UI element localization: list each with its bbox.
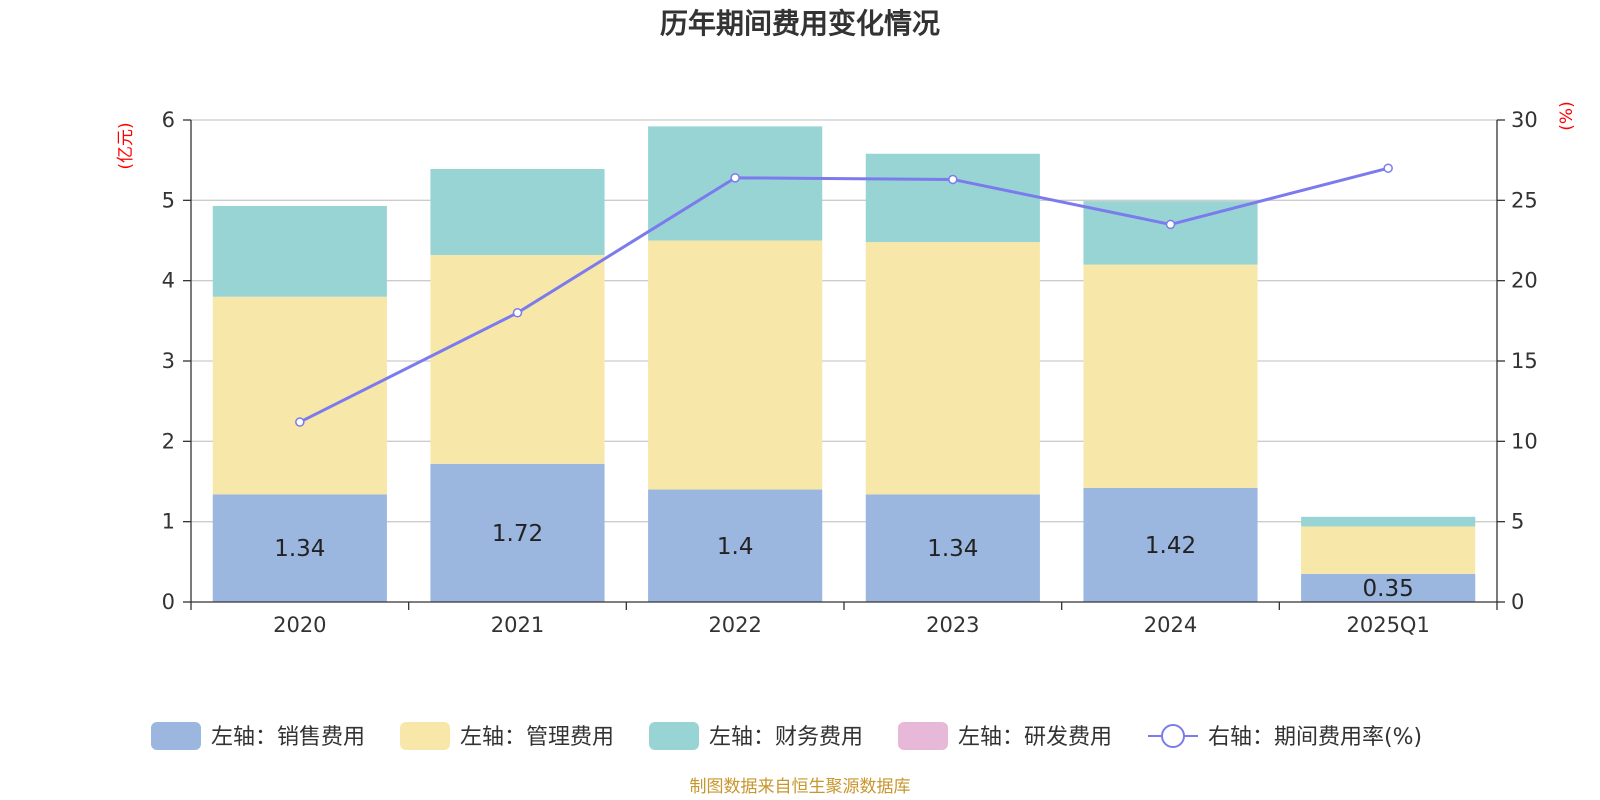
left-axis-tick-label: 6	[162, 108, 175, 132]
bar-segment	[865, 494, 1040, 602]
legend-swatch-sales	[151, 722, 201, 750]
legend-label-rnd: 左轴：研发费用	[958, 725, 1112, 750]
left-axis-tick-label: 5	[162, 188, 175, 212]
bars	[212, 126, 1476, 602]
bar-value-label: 1.4	[717, 534, 754, 560]
left-axis-tick-label: 4	[162, 269, 175, 293]
left-axis-tick-label: 2	[162, 429, 175, 453]
bar-segment	[430, 169, 605, 255]
right-axis-tick-label: 15	[1511, 349, 1538, 373]
bar-segment	[430, 463, 605, 602]
right-axis-tick-label: 0	[1511, 590, 1524, 614]
right-axis-tick-label: 30	[1511, 108, 1538, 132]
legend-label-rate: 右轴：期间费用率(%)	[1208, 725, 1422, 750]
rate-line-series	[295, 163, 1393, 427]
bar-segment	[1301, 526, 1476, 574]
rate-point	[295, 417, 305, 427]
bar-segment	[1301, 516, 1476, 527]
rate-line	[299, 166, 1389, 424]
left-axis-tick-label: 0	[162, 590, 175, 614]
x-axis-tick-label: 2020	[273, 613, 326, 637]
x-axis: 2020 2021 2022 2023 2024 2025Q1	[190, 601, 1498, 637]
bar-segment	[648, 240, 823, 490]
right-axis-tick-label: 25	[1511, 188, 1538, 212]
right-axis-tick-label: 20	[1511, 269, 1538, 293]
right-axis-unit: (%)	[1557, 101, 1577, 130]
legend-label-admin: 左轴：管理费用	[460, 725, 614, 750]
legend-item-rnd[interactable]: 左轴：研发费用	[898, 722, 1112, 750]
rate-point	[1383, 163, 1393, 173]
legend-swatch-finance	[649, 722, 699, 750]
legend-item-admin[interactable]: 左轴：管理费用	[400, 722, 614, 750]
left-axis: 0 1 2 3 4 5 6	[162, 108, 192, 614]
bar-segment	[212, 205, 387, 297]
legend-circle-icon	[1161, 724, 1185, 748]
bar-value-label: 1.34	[927, 536, 978, 562]
x-axis-tick-label: 2021	[491, 613, 544, 637]
data-labels: 1.34 1.72 1.4 1.34 1.42 0.35	[274, 521, 1414, 602]
bar-value-label: 1.34	[274, 536, 325, 562]
bar-segment	[1083, 487, 1258, 602]
bar-value-label: 1.42	[1145, 533, 1196, 559]
bar-value-label: 0.35	[1363, 576, 1414, 602]
bar-segment	[648, 489, 823, 602]
left-axis-tick-label: 1	[162, 510, 175, 534]
legend-label-sales: 左轴：销售费用	[211, 725, 365, 750]
legend-item-sales[interactable]: 左轴：销售费用	[151, 722, 365, 750]
rate-point	[730, 173, 740, 183]
left-axis-unit: (亿元)	[116, 122, 136, 169]
bar-value-label: 1.72	[492, 521, 543, 547]
left-axis-tick-label: 3	[162, 349, 175, 373]
x-axis-tick-label: 2022	[708, 613, 761, 637]
bar-segment	[1083, 264, 1258, 488]
right-axis: 0 5 10 15 20 25 30	[1496, 108, 1538, 614]
legend-item-rate[interactable]: 右轴：期间费用率(%)	[1148, 724, 1422, 750]
x-axis-tick-label: 2023	[926, 613, 979, 637]
rate-point	[948, 174, 958, 185]
bar-segment	[865, 153, 1040, 243]
legend-swatch-admin	[400, 722, 450, 750]
x-axis-tick-label: 2025Q1	[1346, 613, 1429, 637]
bar-segment	[865, 242, 1040, 495]
source-note: 制图数据来自恒生聚源数据库	[690, 777, 911, 797]
legend-label-finance: 左轴：财务费用	[709, 725, 863, 750]
bar-segment	[212, 494, 387, 602]
grid-lines	[191, 119, 1497, 523]
rate-point	[512, 308, 523, 318]
legend: 左轴：销售费用 左轴：管理费用 左轴：财务费用 左轴：研发费用 右轴：期间费用率…	[151, 722, 1422, 750]
bar-segment	[648, 126, 823, 241]
right-axis-tick-label: 5	[1511, 510, 1524, 534]
bar-segment	[212, 296, 387, 495]
bar-segment	[1301, 573, 1476, 602]
right-axis-tick-label: 10	[1511, 429, 1538, 453]
chart-title: 历年期间费用变化情况	[660, 7, 940, 40]
bar-segment	[430, 254, 605, 464]
rate-point	[1165, 219, 1176, 230]
legend-item-finance[interactable]: 左轴：财务费用	[649, 722, 863, 750]
x-axis-tick-label: 2024	[1144, 613, 1197, 637]
legend-swatch-rnd	[898, 722, 948, 750]
